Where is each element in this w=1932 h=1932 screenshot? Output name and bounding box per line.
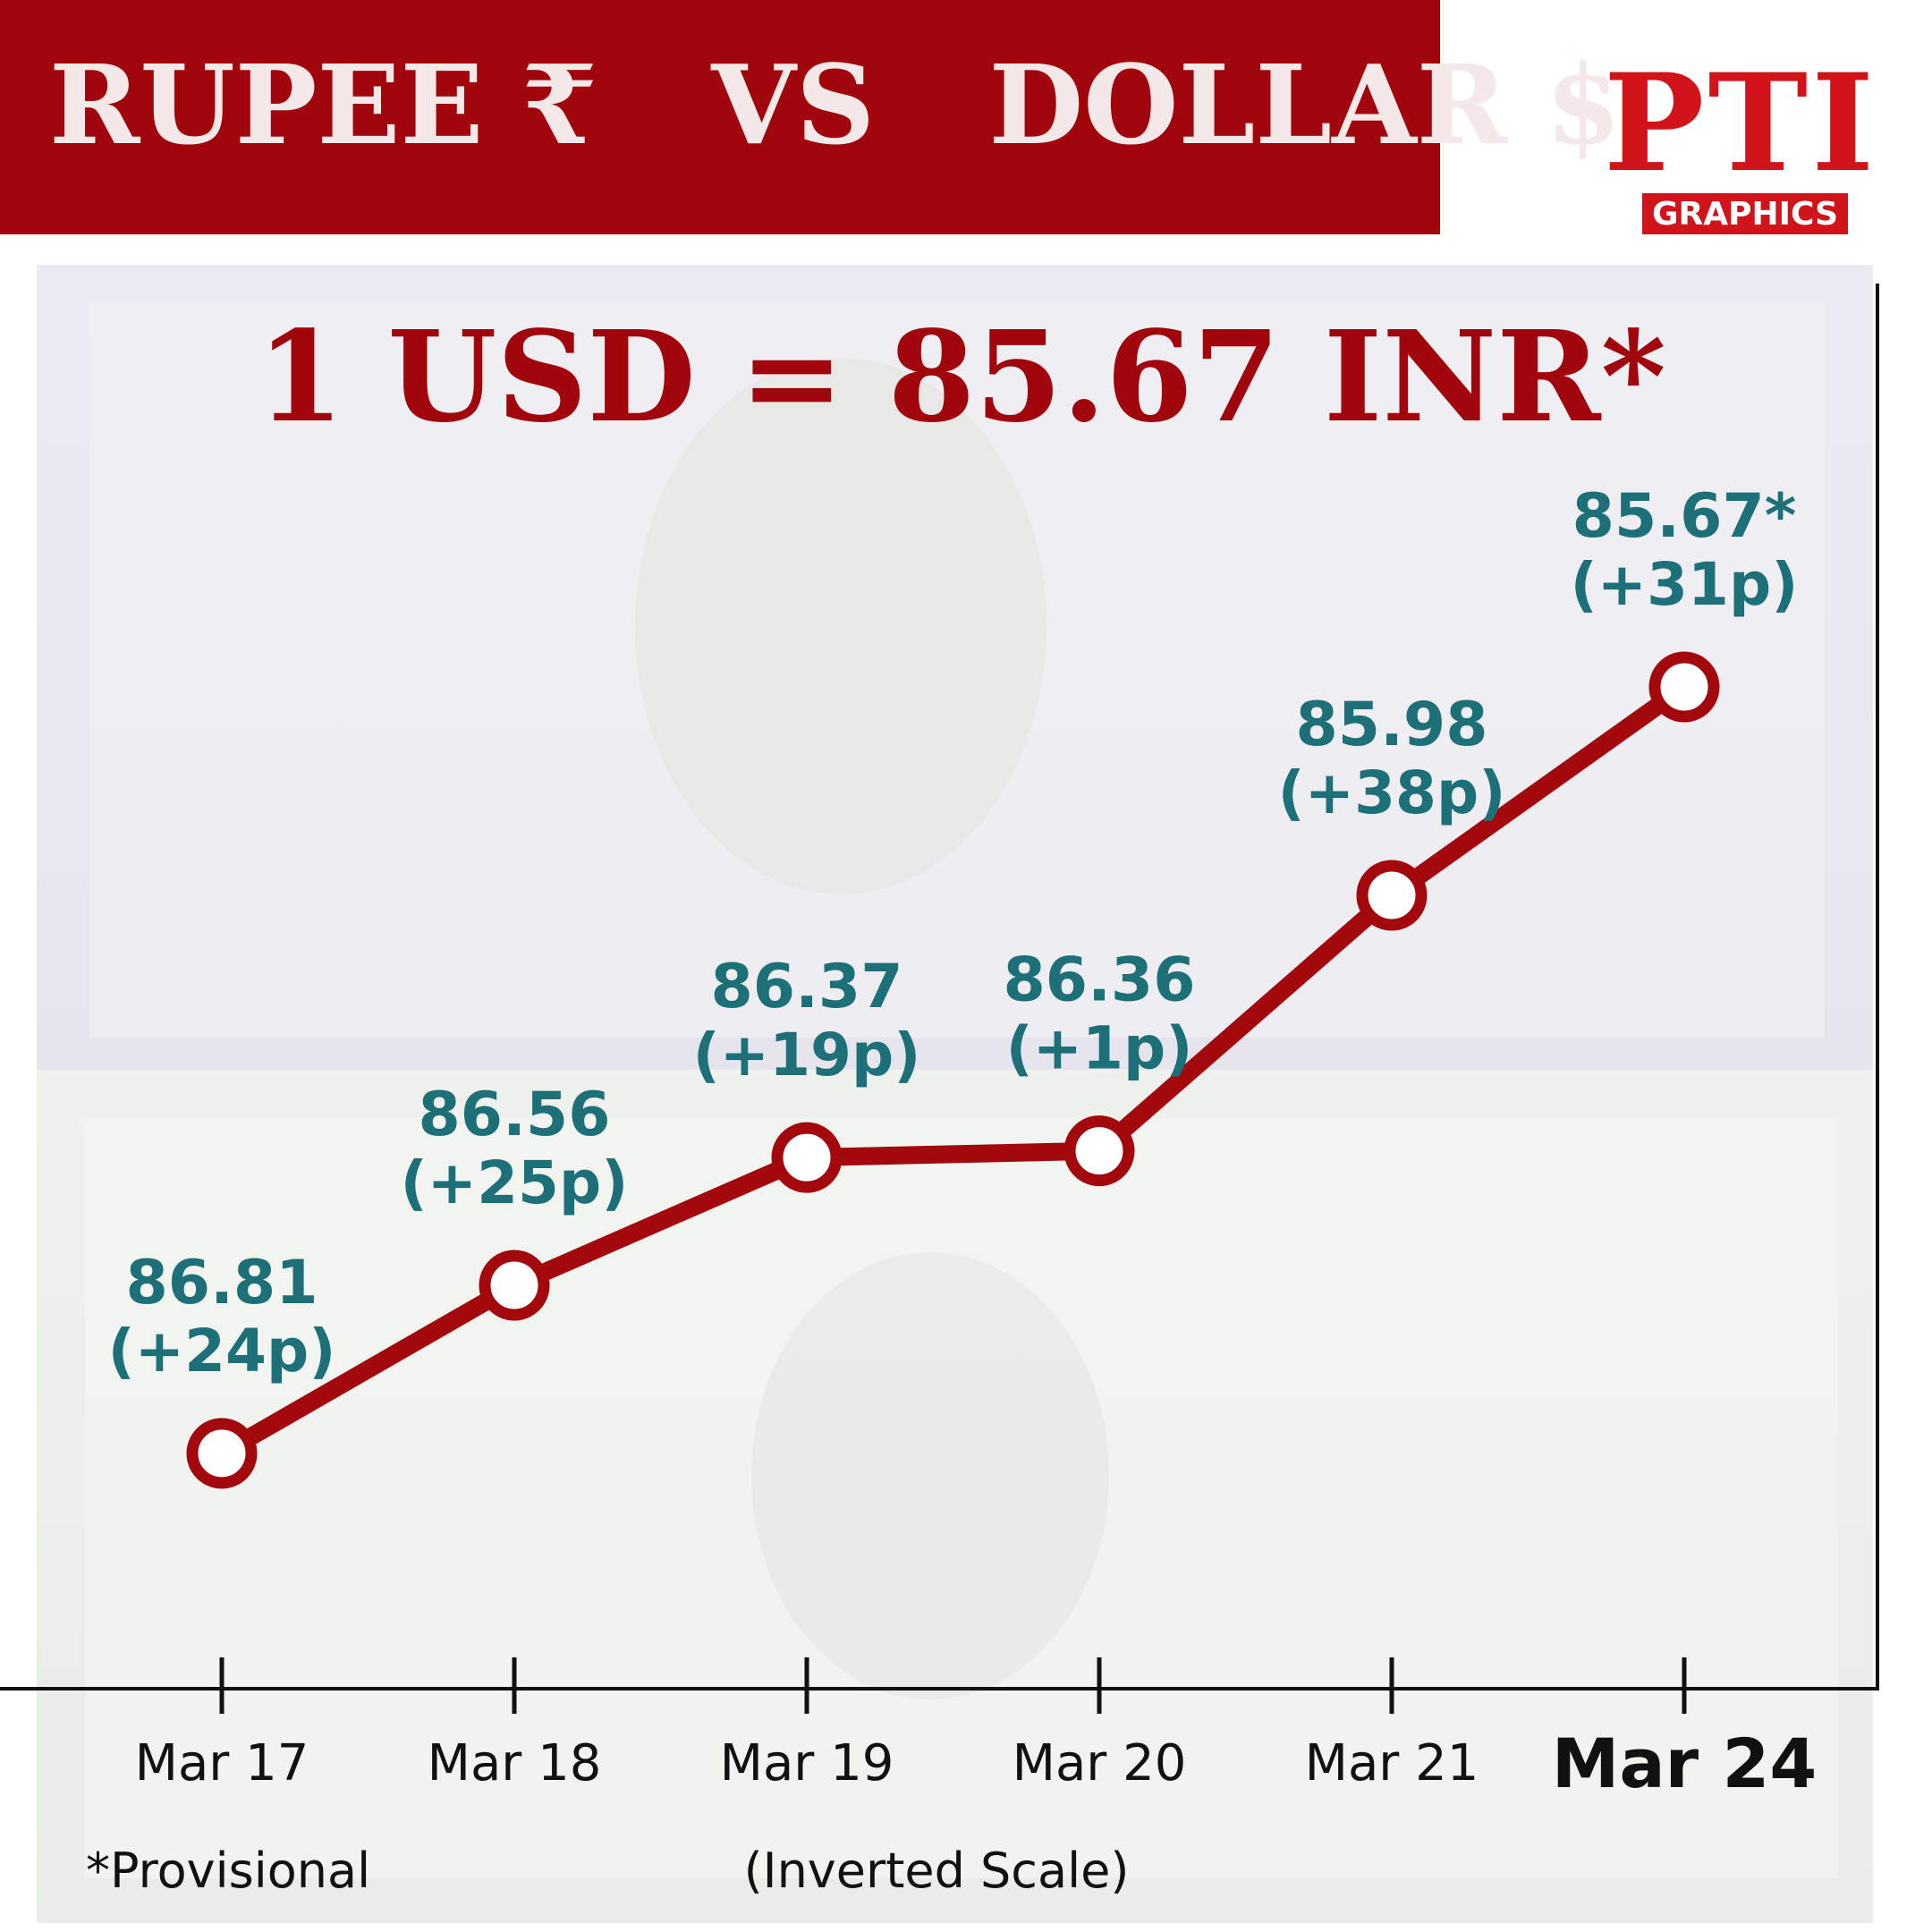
change-label: (+24p) (108, 1317, 336, 1385)
chart-title: RUPEE ₹ VS DOLLAR $ (49, 40, 1622, 169)
value-label: 86.81 (125, 1248, 318, 1318)
logo-subtitle: GRAPHICS (1652, 196, 1838, 233)
headline: 1 USD = 85.67 INR* (257, 304, 1666, 451)
portrait-shade (635, 358, 1046, 894)
point (771, 1122, 843, 1193)
change-label: (+31p) (1571, 550, 1799, 619)
change-label: (+38p) (1278, 758, 1506, 827)
scale-note: (Inverted Scale) (744, 1843, 1130, 1899)
point (1063, 1115, 1135, 1187)
line (217, 679, 1690, 1462)
footnote: *Provisional (86, 1843, 370, 1899)
logo-badge (1642, 193, 1848, 234)
point (1648, 651, 1720, 723)
value-label: 86.37 (710, 952, 902, 1022)
x-tick-label: Mar 20 (1013, 1734, 1187, 1792)
portrait-shade (751, 1252, 1109, 1699)
point (479, 1250, 550, 1321)
x-tick-label: Mar 21 (1305, 1734, 1479, 1792)
change-label: (+19p) (693, 1021, 921, 1089)
value-label: 86.56 (418, 1080, 610, 1150)
x-tick-label: Mar 19 (720, 1734, 894, 1792)
point (186, 1418, 258, 1489)
value-label: 86.36 (1003, 945, 1195, 1016)
x-tick-label: Mar 17 (135, 1734, 309, 1792)
change-label: (+25p) (401, 1148, 629, 1217)
x-tick-label: Mar 24 (1552, 1724, 1818, 1803)
title-banner (0, 0, 1440, 234)
logo: PTI (1604, 45, 1878, 202)
point (1356, 860, 1428, 931)
value-label: 85.67* (1572, 481, 1797, 552)
value-label: 85.98 (1295, 690, 1487, 760)
change-label: (+1p) (1006, 1014, 1193, 1083)
x-tick-label: Mar 18 (428, 1734, 602, 1792)
